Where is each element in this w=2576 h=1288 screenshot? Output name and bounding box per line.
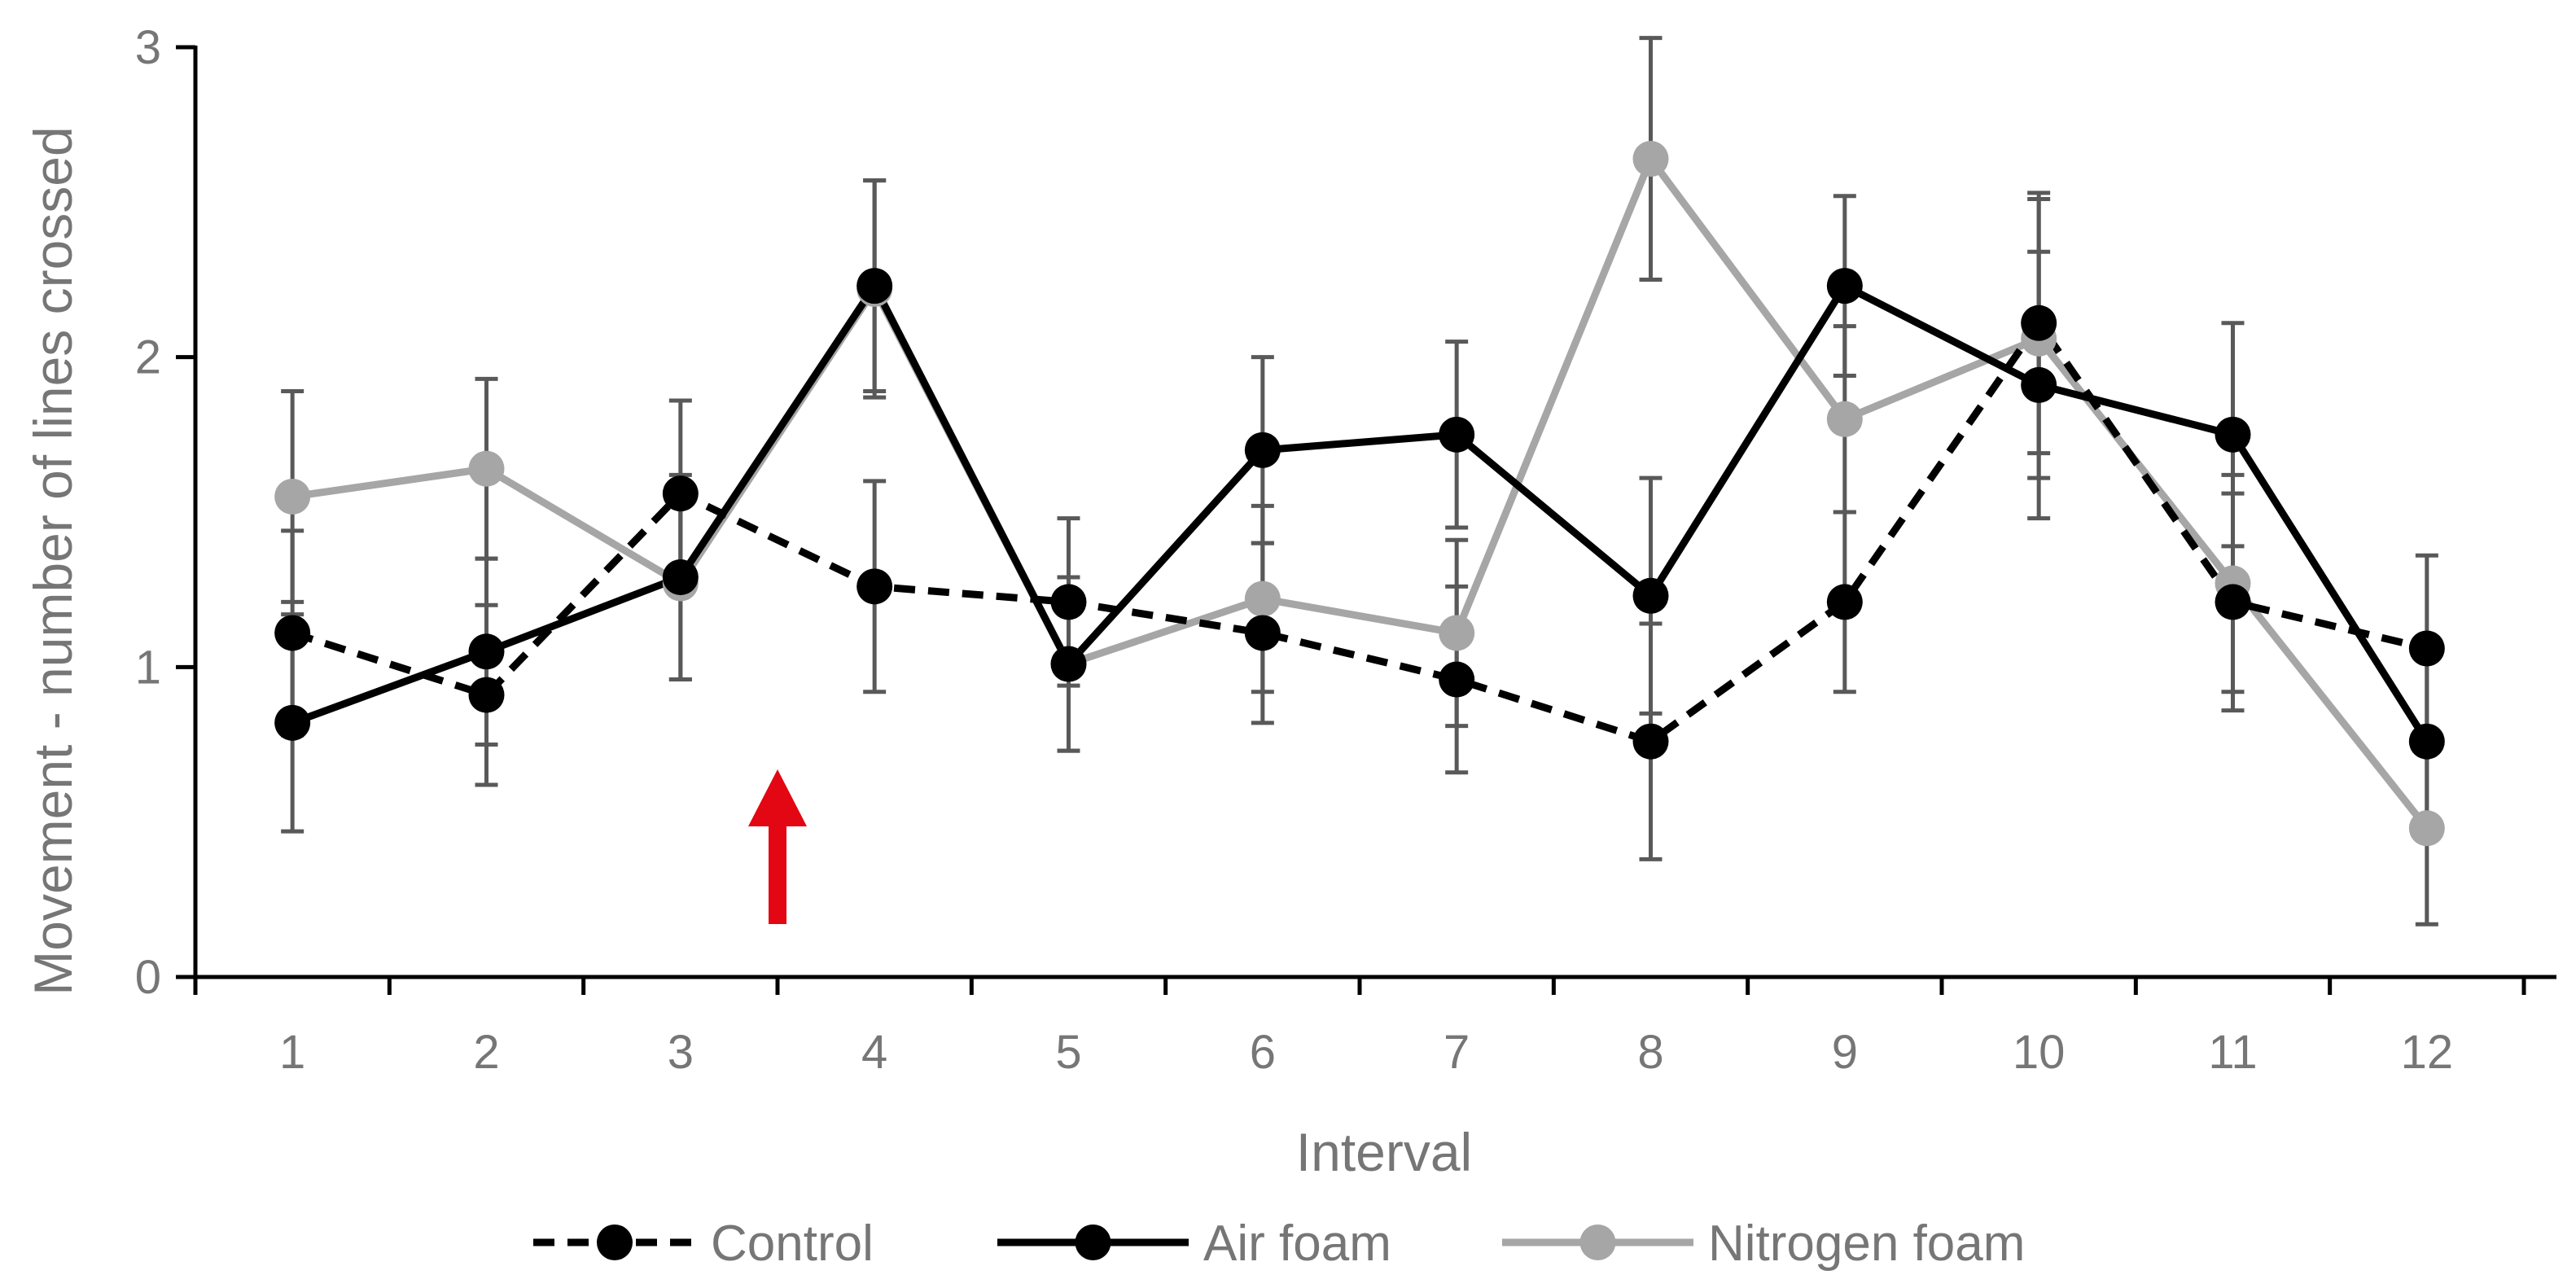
markers-layer (274, 141, 2445, 847)
data-point-control (2408, 630, 2445, 667)
data-point-nitrogen-foam (1632, 141, 1669, 177)
x-tick-label: 10 (2013, 1026, 2066, 1079)
data-point-control (1826, 584, 1863, 620)
error-bars-layer (281, 36, 2438, 927)
data-point-nitrogen-foam (468, 450, 505, 487)
y-axis-title: Movement - number of lines crossed (23, 126, 83, 995)
data-point-nitrogen-foam (1244, 580, 1281, 617)
legend-marker-swatch (1579, 1224, 1616, 1260)
data-point-control (2215, 584, 2251, 620)
data-point-control (662, 475, 699, 512)
x-tick-label: 2 (473, 1026, 499, 1079)
legend-label: Nitrogen foam (1708, 1216, 2025, 1272)
data-point-air-foam (856, 268, 893, 304)
legend-marker-swatch (597, 1224, 633, 1260)
legend: Control Air foam Nitrogen foam (533, 1216, 2025, 1272)
y-tick-label: 3 (135, 21, 161, 74)
data-point-air-foam (1244, 432, 1281, 468)
x-tick-label: 9 (1832, 1026, 1858, 1079)
x-tick-label: 1 (279, 1026, 305, 1079)
legend-marker-swatch (1075, 1224, 1111, 1260)
red-arrow-icon (748, 769, 807, 924)
x-tick-label: 7 (1444, 1026, 1470, 1079)
x-tick-label: 12 (2401, 1026, 2454, 1079)
legend-label: Air foam (1203, 1216, 1391, 1272)
x-tick-label: 11 (2208, 1026, 2257, 1079)
data-point-control (1244, 615, 1281, 651)
annotation-layer (748, 769, 807, 924)
data-point-air-foam (2021, 366, 2057, 403)
data-point-air-foam (1632, 577, 1669, 614)
series-line-control (291, 319, 2428, 746)
series-line-nitrogen-foam (291, 155, 2430, 831)
data-point-air-foam (1050, 646, 1087, 682)
data-point-control (274, 615, 311, 651)
data-point-air-foam (1826, 268, 1863, 304)
x-tick-label: 8 (1637, 1026, 1663, 1079)
data-point-nitrogen-foam (274, 478, 311, 515)
data-point-control (1632, 723, 1669, 760)
x-tick-label: 6 (1250, 1026, 1276, 1079)
data-point-control (1050, 584, 1087, 620)
data-point-control (856, 568, 893, 605)
data-point-nitrogen-foam (2408, 810, 2445, 847)
x-tick-label: 4 (861, 1026, 887, 1079)
y-tick-label: 0 (135, 951, 161, 1004)
data-point-air-foam (468, 633, 505, 670)
data-point-control (2021, 304, 2057, 341)
data-point-nitrogen-foam (1439, 615, 1475, 651)
data-point-air-foam (662, 559, 699, 595)
legend-label: Control (711, 1216, 874, 1272)
legend-item-air-foam: Air foam (997, 1216, 1391, 1272)
y-tick-label: 2 (135, 331, 161, 384)
y-tick-label: 1 (135, 641, 161, 694)
series-lines-layer (291, 155, 2430, 831)
legend-item-nitrogen-foam: Nitrogen foam (1502, 1216, 2025, 1272)
x-tick-label: 3 (668, 1026, 694, 1079)
data-point-control (1439, 661, 1475, 698)
x-tick-label: 5 (1055, 1026, 1081, 1079)
data-point-air-foam (1439, 416, 1475, 453)
x-axis-title: Interval (1296, 1122, 1472, 1182)
data-point-air-foam (274, 704, 311, 741)
data-point-nitrogen-foam (1826, 401, 1863, 437)
data-point-air-foam (2408, 723, 2445, 760)
data-point-control (468, 677, 505, 713)
data-point-air-foam (2215, 416, 2251, 453)
legend-item-control: Control (533, 1216, 874, 1272)
series-line-air-foam (291, 282, 2430, 744)
